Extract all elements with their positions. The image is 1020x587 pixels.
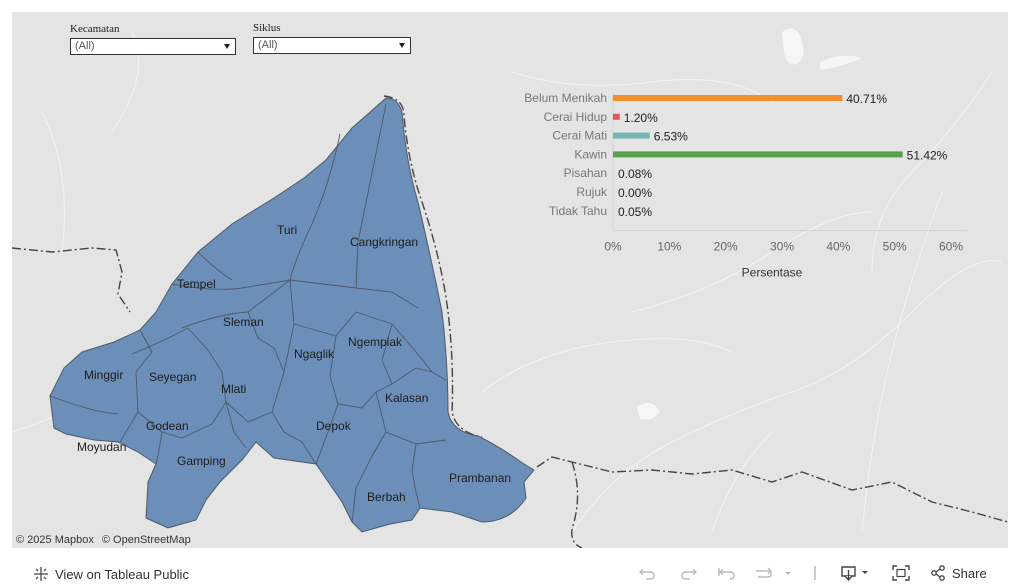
district-label-berbah: Berbah	[367, 490, 406, 504]
undo-icon[interactable]	[638, 565, 658, 581]
kecamatan-select[interactable]: (All)	[70, 38, 236, 55]
chart-category-label: Cerai Hidup	[544, 110, 608, 124]
district-label-turi: Turi	[277, 223, 297, 237]
district-borders	[49, 103, 447, 523]
chart-category-label: Rujuk	[576, 185, 608, 199]
chart-category-label: Cerai Mati	[552, 129, 607, 143]
district-label-seyegan: Seyegan	[149, 370, 196, 384]
dashboard-viz: Turi Cangkringan Tempel Sleman Ngaglik N…	[12, 12, 1008, 548]
siklus-filter: Siklus (All)	[253, 22, 411, 54]
fullscreen-icon[interactable]	[892, 565, 910, 581]
chart-x-tick-label: 40%	[826, 240, 850, 254]
chart-bar	[613, 151, 903, 158]
basemap[interactable]: Turi Cangkringan Tempel Sleman Ngaglik N…	[12, 12, 1008, 548]
view-on-tableau-public-link[interactable]: View on Tableau Public	[33, 566, 189, 582]
chart-value-label: 0.08%	[618, 167, 652, 181]
view-on-tableau-public-label: View on Tableau Public	[55, 566, 189, 582]
kecamatan-filter: Kecamatan (All)	[70, 23, 236, 55]
chart-category-label: Belum Menikah	[524, 91, 607, 105]
revert-icon[interactable]	[717, 565, 737, 581]
chart-value-label: 1.20%	[624, 111, 658, 125]
download-icon[interactable]	[840, 565, 872, 581]
sleman-regency-area[interactable]	[49, 97, 535, 533]
pause-updates-icon[interactable]	[754, 565, 794, 581]
chart-bar	[613, 132, 650, 139]
share-label: Share	[952, 565, 987, 581]
district-label-godean: Godean	[146, 419, 189, 433]
kecamatan-filter-label: Kecamatan	[70, 23, 120, 35]
share-icon	[931, 565, 945, 581]
chart-x-tick-label: 30%	[770, 240, 794, 254]
district-label-tempel: Tempel	[177, 277, 216, 291]
district-label-ngemplak: Ngemplak	[348, 335, 403, 349]
chart-x-tick-label: 0%	[604, 240, 622, 254]
district-label-minggir: Minggir	[84, 368, 123, 382]
chart-category-label: Tidak Tahu	[549, 204, 607, 218]
chart-value-label: 51.42%	[907, 148, 948, 162]
chart-category-label: Pisahan	[564, 166, 607, 180]
district-label-gamping: Gamping	[177, 454, 226, 468]
district-label-cangkringan: Cangkringan	[350, 235, 418, 249]
chart-value-label: 6.53%	[654, 130, 688, 144]
chart-x-tick-label: 50%	[883, 240, 907, 254]
mapbox-attribution-link[interactable]: © 2025 Mapbox	[16, 534, 94, 546]
kecamatan-select-value: (All)	[75, 40, 95, 52]
district-label-kalasan: Kalasan	[385, 391, 428, 405]
chart-bar	[613, 113, 620, 120]
regency-boundary	[12, 95, 1008, 548]
chart-value-label: 0.00%	[618, 186, 652, 200]
siklus-filter-label: Siklus	[253, 22, 281, 34]
siklus-select-value: (All)	[258, 39, 278, 51]
map-attribution: © 2025 Mapbox © OpenStreetMap	[16, 534, 196, 546]
bar-chart: Belum Menikah 40.71% Cerai Hidup 1.20% Cerai…	[524, 91, 967, 280]
bottom-toolbar: View on Tableau Public Share	[0, 560, 1020, 587]
siklus-select[interactable]: (All)	[253, 37, 411, 54]
chart-x-tick-label: 10%	[657, 240, 681, 254]
chevron-down-icon	[224, 44, 230, 49]
osm-attribution-link[interactable]: © OpenStreetMap	[101, 534, 191, 546]
lake-shapes	[637, 28, 862, 420]
redo-icon[interactable]	[678, 565, 698, 581]
chart-value-label: 40.71%	[846, 92, 887, 106]
district-label-moyudan: Moyudan	[77, 440, 126, 454]
district-label-ngaglik: Ngaglik	[294, 347, 335, 361]
tableau-logo-icon	[34, 567, 48, 581]
chart-x-axis-title: Persentase	[742, 266, 803, 280]
chart-x-tick-label: 60%	[939, 240, 963, 254]
chart-bar	[613, 95, 843, 101]
district-label-sleman: Sleman	[223, 315, 264, 329]
toolbar-divider	[814, 566, 816, 580]
chart-value-label: 0.05%	[618, 205, 652, 219]
road-network	[12, 31, 1003, 533]
share-button[interactable]: Share	[930, 565, 987, 581]
district-label-mlati: Mlati	[221, 382, 246, 396]
chart-x-tick-label: 20%	[714, 240, 738, 254]
district-label-depok: Depok	[316, 419, 352, 433]
district-label-prambanan: Prambanan	[449, 471, 511, 485]
chevron-down-icon	[399, 43, 405, 48]
chart-category-label: Kawin	[574, 147, 607, 161]
district-labels: Turi Cangkringan Tempel Sleman Ngaglik N…	[77, 223, 511, 504]
